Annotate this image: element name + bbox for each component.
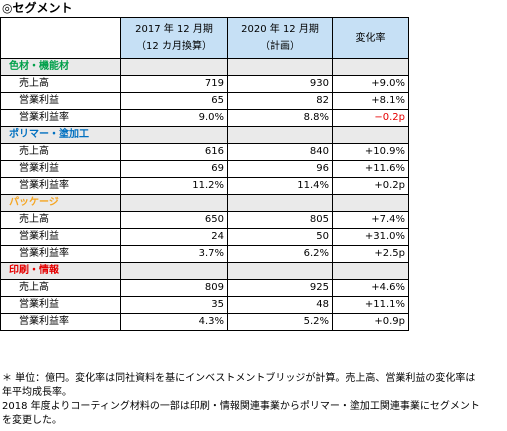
value-2017: 650: [120, 211, 228, 229]
change-rate: +4.6%: [332, 279, 409, 297]
header-2020: 2020 年 12 月期 （計画）: [227, 17, 333, 59]
table-row: 売上高 650 805 +7.4%: [0, 211, 409, 229]
value-2017: 809: [120, 279, 228, 297]
row-label: 売上高: [0, 279, 121, 297]
segment-table: 2017 年 12 月期 （12 カ月換算） 2020 年 12 月期 （計画）…: [0, 17, 409, 331]
segment-category-empty-cell: [227, 58, 333, 76]
segment-category-empty-cell: [227, 126, 333, 144]
segment-table-body: 2017 年 12 月期 （12 カ月換算） 2020 年 12 月期 （計画）…: [0, 17, 409, 331]
row-label: 売上高: [0, 75, 121, 93]
value-2017: 9.0%: [120, 109, 228, 127]
value-2020: 48: [227, 296, 333, 314]
row-label: 営業利益率: [0, 177, 121, 195]
header-2017-line2: （12 カ月換算）: [136, 41, 212, 52]
header-2017-line1: 2017 年 12 月期: [135, 24, 213, 35]
value-2020: 82: [227, 92, 333, 110]
table-row: 営業利益 35 48 +11.1%: [0, 296, 409, 314]
table-row: 売上高 809 925 +4.6%: [0, 279, 409, 297]
segment-name: 印刷・情報: [0, 262, 121, 280]
change-rate: +11.6%: [332, 160, 409, 178]
value-2020: 805: [227, 211, 333, 229]
row-label: 営業利益: [0, 296, 121, 314]
value-2017: 35: [120, 296, 228, 314]
segment-category-empty-cell: [332, 126, 409, 144]
header-corner-cell: [0, 17, 121, 59]
value-2020: 96: [227, 160, 333, 178]
change-rate: +9.0%: [332, 75, 409, 93]
value-2020: 5.2%: [227, 313, 333, 331]
value-2017: 65: [120, 92, 228, 110]
segment-category-empty-cell: [332, 58, 409, 76]
change-rate: +8.1%: [332, 92, 409, 110]
table-row: 営業利益 69 96 +11.6%: [0, 160, 409, 178]
value-2020: 840: [227, 143, 333, 161]
value-2020: 925: [227, 279, 333, 297]
table-row: 売上高 616 840 +10.9%: [0, 143, 409, 161]
value-2017: 11.2%: [120, 177, 228, 195]
row-label: 営業利益率: [0, 313, 121, 331]
table-header-row: 2017 年 12 月期 （12 カ月換算） 2020 年 12 月期 （計画）…: [0, 17, 409, 59]
segment-category-empty-cell: [120, 126, 228, 144]
section-title: ◎セグメント: [2, 1, 73, 15]
footnote-line-2: 年平均成長率。: [2, 387, 72, 398]
row-label: 売上高: [0, 143, 121, 161]
value-2017: 719: [120, 75, 228, 93]
segment-category-empty-cell: [227, 194, 333, 212]
row-label: 営業利益率: [0, 245, 121, 263]
change-rate: +0.9p: [332, 313, 409, 331]
segment-name: 色材・機能材: [0, 58, 121, 76]
value-2017: 3.7%: [120, 245, 228, 263]
change-rate: +31.0%: [332, 228, 409, 246]
change-rate: −0.2p: [332, 109, 409, 127]
row-label: 営業利益: [0, 228, 121, 246]
segment-category-empty-cell: [227, 262, 333, 280]
footnotes: ＊ 単位：億円。変化率は同社資料を基にインベストメントブリッジが計算。売上高、営…: [2, 372, 505, 428]
value-2020: 50: [227, 228, 333, 246]
segment-name: ポリマー・塗加工: [0, 126, 121, 144]
value-2020: 6.2%: [227, 245, 333, 263]
value-2020: 11.4%: [227, 177, 333, 195]
table-row: 営業利益率 4.3% 5.2% +0.9p: [0, 313, 409, 331]
header-2020-line1: 2020 年 12 月期: [241, 24, 319, 35]
table-row: 営業利益率 9.0% 8.8% −0.2p: [0, 109, 409, 127]
change-rate: +11.1%: [332, 296, 409, 314]
footnote-line-4: を変更した。: [2, 415, 62, 426]
value-2017: 69: [120, 160, 228, 178]
segment-category-row: 印刷・情報: [0, 262, 409, 280]
change-rate: +7.4%: [332, 211, 409, 229]
row-label: 営業利益: [0, 160, 121, 178]
footnote-line-1: ＊ 単位：億円。変化率は同社資料を基にインベストメントブリッジが計算。売上高、営…: [2, 373, 476, 384]
row-label: 営業利益率: [0, 109, 121, 127]
table-row: 営業利益率 3.7% 6.2% +2.5p: [0, 245, 409, 263]
value-2020: 8.8%: [227, 109, 333, 127]
footnote-line-3: 2018 年度よりコーティング材料の一部は印刷・情報関連事業からポリマー・塗加工…: [2, 401, 480, 412]
segment-category-empty-cell: [332, 262, 409, 280]
segment-category-row: 色材・機能材: [0, 58, 409, 76]
change-rate: +2.5p: [332, 245, 409, 263]
row-label: 営業利益: [0, 92, 121, 110]
segment-category-row: ポリマー・塗加工: [0, 126, 409, 144]
header-2017: 2017 年 12 月期 （12 カ月換算）: [120, 17, 228, 59]
segment-category-empty-cell: [120, 194, 228, 212]
table-row: 営業利益率 11.2% 11.4% +0.2p: [0, 177, 409, 195]
table-row: 売上高 719 930 +9.0%: [0, 75, 409, 93]
change-rate: +0.2p: [332, 177, 409, 195]
segment-category-empty-cell: [120, 58, 228, 76]
segment-name: パッケージ: [0, 194, 121, 212]
change-rate: +10.9%: [332, 143, 409, 161]
segment-category-empty-cell: [332, 194, 409, 212]
table-row: 営業利益 65 82 +8.1%: [0, 92, 409, 110]
value-2020: 930: [227, 75, 333, 93]
value-2017: 616: [120, 143, 228, 161]
segment-category-empty-cell: [120, 262, 228, 280]
value-2017: 4.3%: [120, 313, 228, 331]
header-change: 変化率: [332, 17, 409, 59]
segment-category-row: パッケージ: [0, 194, 409, 212]
table-row: 営業利益 24 50 +31.0%: [0, 228, 409, 246]
value-2017: 24: [120, 228, 228, 246]
header-2020-line2: （計画）: [260, 41, 300, 52]
row-label: 売上高: [0, 211, 121, 229]
